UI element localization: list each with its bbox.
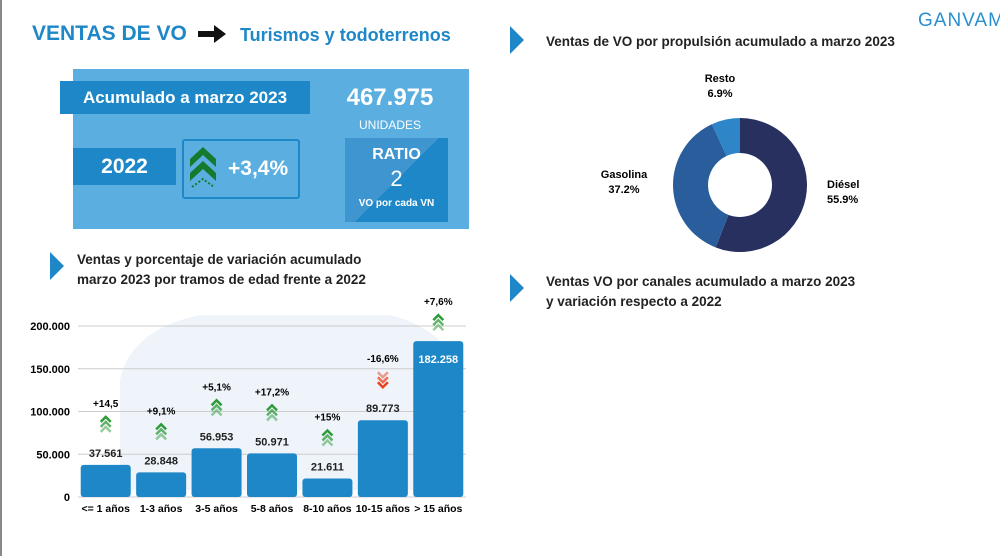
ratio-caption: VO por cada VN	[358, 198, 435, 209]
bar	[302, 478, 353, 497]
age-bar-chart: 0 50.000 100.000 150.000 200.000 <= 1 años 37.…	[30, 297, 466, 515]
y-tick-label: 150.000	[30, 364, 70, 376]
page-title: VENTAS DE VO	[32, 22, 187, 45]
y-tick-label: 50.000	[36, 449, 70, 461]
chevron-up-icon	[190, 147, 216, 188]
change-label: +14,5	[93, 399, 119, 410]
data-label: 182.258	[418, 354, 458, 366]
chevron-up-icon	[266, 403, 278, 422]
bar	[413, 341, 464, 497]
slice-label: Resto	[705, 73, 736, 85]
channel-title-line1: Ventas VO por canales acumulado a marzo …	[546, 274, 856, 289]
slice-value: 37.2%	[608, 184, 639, 196]
change-label: -16,6%	[367, 354, 399, 365]
bar	[357, 420, 408, 497]
x-tick-label: 1-3 años	[140, 503, 183, 515]
age-title: Ventas y porcentaje de variación acumula…	[77, 250, 366, 290]
donut-slice-0	[715, 118, 807, 253]
bar	[80, 464, 131, 497]
page-subtitle: Turismos y todoterrenos	[240, 25, 451, 45]
channel-title: Ventas VO por canales acumulado a marzo …	[546, 272, 855, 312]
slice-label: Diésel	[827, 179, 859, 191]
total-value: 467.975	[346, 84, 434, 111]
chevron-up-icon	[321, 428, 334, 447]
ratio-label: RATIO	[372, 146, 421, 163]
section-marker-icon	[510, 26, 524, 54]
x-tick-label: 8-10 años	[303, 503, 352, 515]
bar	[136, 472, 187, 497]
chevron-up-icon	[99, 415, 112, 433]
x-tick-label: > 15 años	[414, 503, 462, 515]
data-label: 50.971	[255, 436, 289, 448]
x-tick-label: <= 1 años	[81, 503, 130, 515]
change-value: +3,4%	[228, 157, 289, 180]
change-label: +7,6%	[424, 297, 453, 308]
channel-title-line2: y variación respecto a 2022	[546, 294, 722, 309]
chevron-down-icon	[376, 371, 389, 390]
data-label: 28.848	[144, 455, 178, 467]
bar	[247, 453, 297, 497]
propulsion-title: Ventas de VO por propulsión acumulado a …	[546, 34, 895, 49]
age-title-line1: Ventas y porcentaje de variación acumula…	[77, 252, 362, 267]
ratio-box: RATIO 2 VO por cada VN	[345, 138, 448, 222]
section-marker-icon	[510, 274, 524, 302]
propulsion-donut-chart: Diésel 55.9% Gasolina 37.2% Resto 6.9%	[601, 73, 859, 253]
donut-slice-2	[711, 118, 740, 156]
chevron-up-icon	[155, 422, 168, 441]
data-label: 89.773	[366, 403, 400, 415]
x-tick-label: 5-8 años	[251, 503, 294, 515]
slice-value: 6.9%	[707, 88, 732, 100]
change-label: +17,2%	[255, 387, 289, 398]
total-unit: UNIDADES	[358, 118, 421, 132]
change-label: +9,1%	[147, 406, 176, 417]
y-tick-label: 100.000	[30, 407, 70, 419]
age-title-line2: marzo 2023 por tramos de edad frente a 2…	[77, 272, 366, 287]
section-marker-icon	[50, 252, 64, 280]
period-label: Acumulado a marzo 2023	[60, 81, 310, 114]
bar	[191, 448, 242, 497]
slice-label: Gasolina	[601, 169, 648, 181]
y-tick-label: 200.000	[30, 321, 70, 333]
x-tick-label: 3-5 años	[195, 503, 238, 515]
change-label: +15%	[314, 413, 340, 424]
channel-bar-chart: 0100.000200.000300.000400.000Alquiladore…	[0, 320, 480, 520]
chevron-up-icon	[210, 398, 223, 417]
y-tick-label: 0	[64, 492, 70, 504]
slice-value: 55.9%	[827, 194, 858, 206]
compare-year: 2022	[73, 148, 176, 185]
x-tick-label: 10-15 años	[356, 503, 410, 515]
ganvam-logo: GANVAM	[918, 10, 1000, 31]
change-box: +3,4%	[182, 139, 300, 199]
chevron-up-icon	[432, 313, 445, 332]
donut-slice-1	[673, 124, 729, 248]
data-label: 21.611	[311, 462, 344, 474]
ratio-value: 2	[390, 166, 403, 191]
page-border	[0, 0, 2, 556]
data-label: 56.953	[200, 431, 234, 443]
arrow-right-icon	[198, 25, 226, 43]
data-label: 37.561	[89, 448, 123, 460]
total-units: 467.975 UNIDADES	[330, 84, 450, 132]
change-label: +5,1%	[202, 382, 231, 393]
